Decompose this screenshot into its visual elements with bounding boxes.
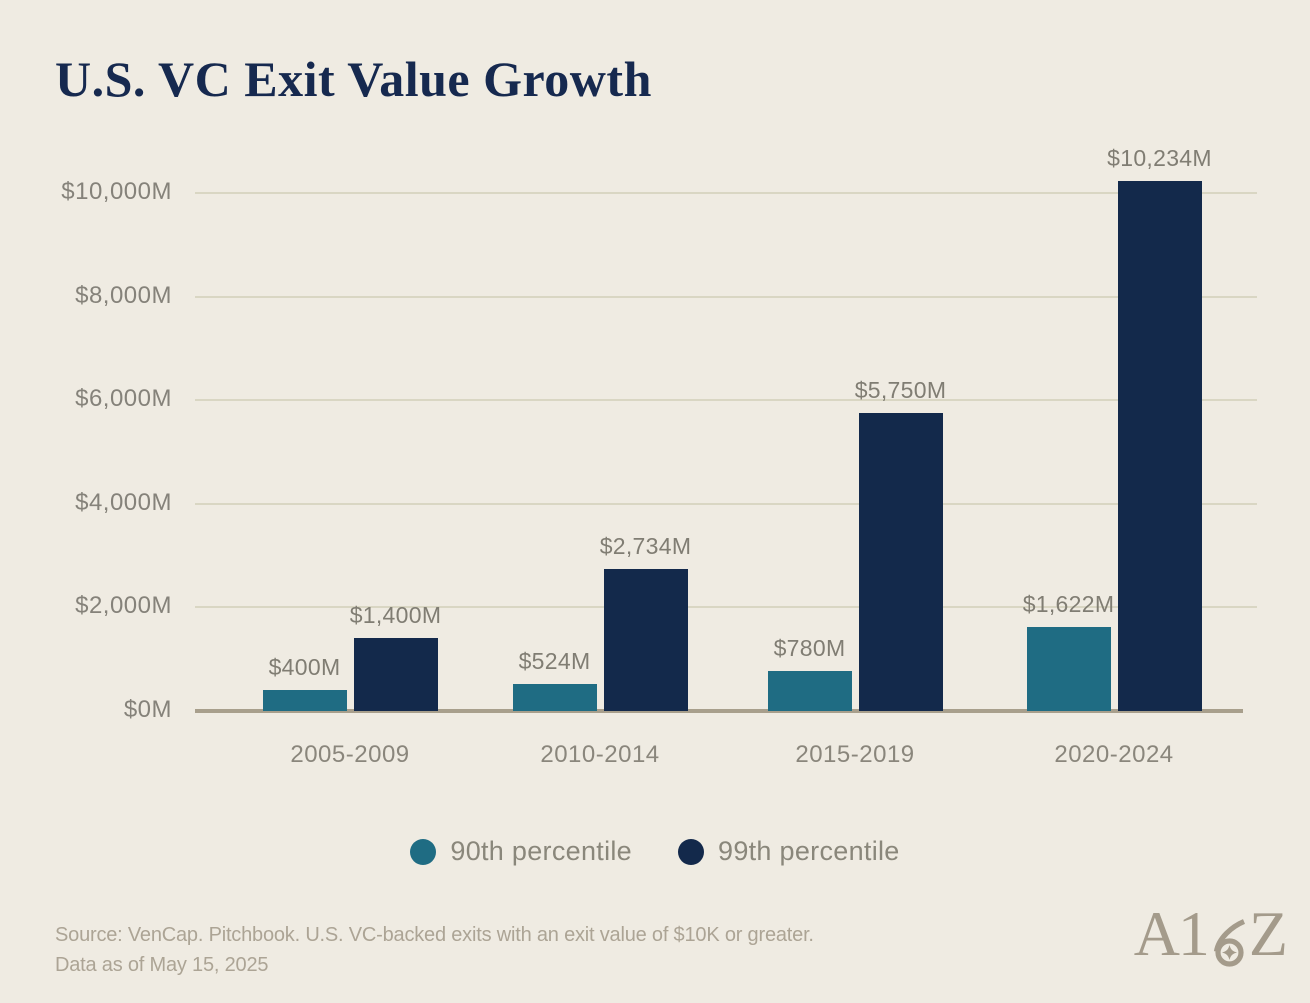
- legend-item-99th-percentile: 99th percentile: [678, 836, 900, 867]
- x-axis-label: 2005-2009: [290, 741, 410, 768]
- gridline: [195, 295, 1257, 298]
- bar-90th-2010-2014: [512, 684, 597, 711]
- source-line-2: Data as of May 15, 2025: [55, 954, 269, 976]
- legend-label-99th: 99th percentile: [718, 836, 900, 866]
- value-label: $400M: [268, 654, 341, 680]
- gridline: [195, 399, 1257, 402]
- bar-99th-2020-2024: [1117, 181, 1202, 711]
- source-line-1: Source: VenCap. Pitchbook. U.S. VC-backe…: [55, 924, 814, 946]
- y-axis-label: $6,000M: [75, 385, 172, 413]
- legend-dot-99th-icon: [678, 838, 704, 865]
- star-icon: [1221, 945, 1237, 960]
- logo-text-z: Z: [1248, 898, 1288, 969]
- legend-label-90th: 90th percentile: [450, 836, 632, 866]
- gridline: [195, 606, 1257, 609]
- gridline: [195, 192, 1257, 194]
- x-axis-line: [195, 709, 1243, 713]
- bar-90th-2020-2024: [1026, 627, 1111, 711]
- source-note: Source: VenCap. Pitchbook. U.S. VC-backe…: [55, 920, 814, 980]
- x-axis-label: 2010-2014: [540, 741, 660, 768]
- logo-text-a1: A1: [1133, 898, 1210, 969]
- legend: 90th percentile 99th percentile: [0, 836, 1310, 867]
- page-title: U.S. VC Exit Value Growth: [55, 51, 652, 107]
- y-axis-label: $10,000M: [61, 178, 172, 205]
- logo-six-glyph: [1213, 919, 1245, 967]
- y-axis-label: $2,000M: [75, 592, 172, 620]
- y-axis-label: $4,000M: [75, 488, 172, 516]
- gridline: [195, 502, 1257, 505]
- value-label: $2,734M: [599, 533, 692, 559]
- x-axis-label: 2020-2024: [1054, 741, 1174, 768]
- x-axis-label: 2015-2019: [795, 741, 915, 768]
- legend-dot-90th-icon: [410, 838, 437, 865]
- value-label: $524M: [518, 648, 591, 674]
- y-axis-label: $8,000M: [75, 281, 172, 309]
- bar-99th-2005-2009: [353, 638, 438, 711]
- value-label: $780M: [773, 635, 846, 661]
- a16z-logo: A1 Z: [1133, 898, 1288, 969]
- bar-99th-2010-2014: [603, 569, 688, 711]
- value-label: $10,234M: [1107, 145, 1212, 171]
- value-label: $1,622M: [1022, 591, 1115, 617]
- legend-item-90th-percentile: 90th percentile: [410, 836, 632, 867]
- value-label: $5,750M: [854, 377, 947, 403]
- bar-99th-2015-2019: [858, 413, 943, 711]
- y-axis-label: $0M: [123, 696, 172, 723]
- bar-90th-2005-2009: [262, 690, 347, 711]
- bar-90th-2015-2019: [767, 671, 852, 711]
- value-label: $1,400M: [349, 602, 442, 628]
